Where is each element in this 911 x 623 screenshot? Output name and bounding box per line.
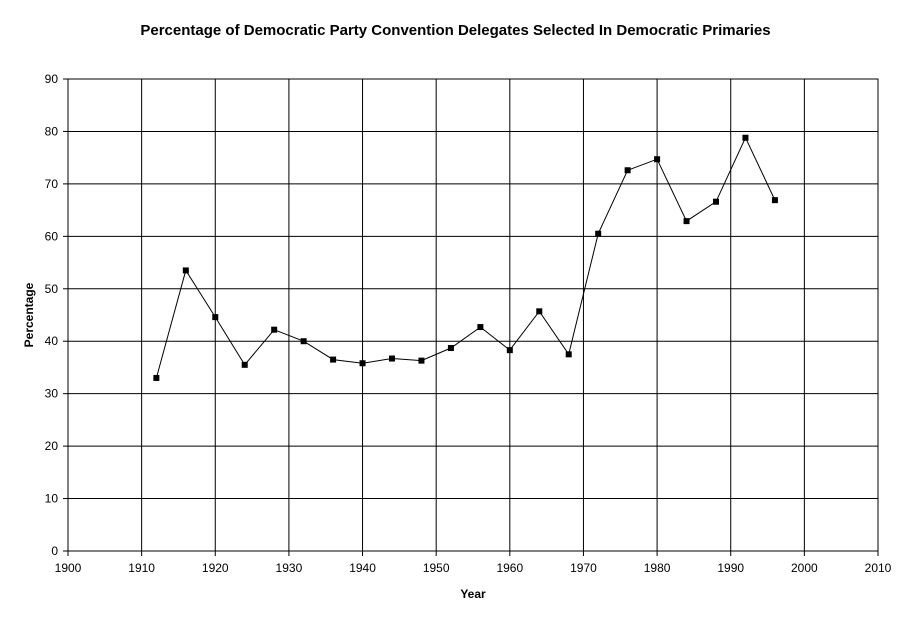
data-point-marker bbox=[654, 156, 661, 163]
y-tick-label: 10 bbox=[45, 492, 59, 506]
x-tick-label: 1940 bbox=[349, 561, 376, 575]
y-tick-label: 80 bbox=[45, 124, 59, 138]
x-tick-label: 1900 bbox=[55, 561, 82, 575]
plot-area-frame bbox=[67, 78, 879, 552]
y-tick-label: 60 bbox=[45, 229, 59, 243]
x-tick-label: 1960 bbox=[496, 561, 523, 575]
data-point-marker bbox=[241, 361, 248, 368]
y-tick-label: 70 bbox=[45, 177, 59, 191]
data-point-marker bbox=[565, 351, 572, 358]
data-point-marker bbox=[300, 338, 307, 345]
data-series bbox=[153, 134, 778, 381]
data-point-marker bbox=[389, 355, 395, 362]
data-point-marker bbox=[771, 197, 778, 204]
series-line bbox=[155, 136, 776, 379]
data-point-marker bbox=[683, 218, 690, 225]
x-tick-label: 2010 bbox=[865, 561, 892, 575]
axis-ticks bbox=[63, 78, 879, 556]
tick-labels: 1900 1910 1920 1930 1940 1950 1960 1970 1980 1990… bbox=[45, 72, 892, 575]
x-tick-label: 1970 bbox=[570, 561, 597, 575]
chart-title: Percentage of Democratic Party Conventio… bbox=[140, 22, 771, 39]
data-point-marker bbox=[477, 324, 484, 331]
y-tick-label: 90 bbox=[45, 72, 59, 86]
x-tick-label: 2000 bbox=[791, 561, 818, 575]
data-point-marker bbox=[153, 374, 160, 381]
data-point-marker bbox=[624, 167, 631, 174]
data-point-marker bbox=[182, 267, 189, 274]
data-point-marker bbox=[418, 357, 425, 364]
grid-lines bbox=[67, 78, 879, 552]
x-tick-label: 1910 bbox=[128, 561, 155, 575]
x-tick-label: 1990 bbox=[717, 561, 744, 575]
data-point-marker bbox=[359, 360, 366, 367]
x-axis-title: Year bbox=[460, 587, 486, 601]
x-tick-label: 1920 bbox=[202, 561, 229, 575]
data-point-marker bbox=[271, 326, 278, 333]
data-point-marker bbox=[536, 308, 543, 315]
data-point-marker bbox=[447, 345, 454, 352]
y-tick-label: 40 bbox=[45, 334, 59, 348]
x-tick-label: 1980 bbox=[644, 561, 671, 575]
data-point-marker bbox=[742, 134, 749, 141]
y-tick-label: 30 bbox=[45, 387, 59, 401]
data-point-marker bbox=[506, 347, 513, 354]
y-tick-label: 50 bbox=[45, 282, 59, 296]
data-point-marker bbox=[212, 314, 219, 321]
y-tick-label: 20 bbox=[45, 439, 59, 453]
x-tick-label: 1950 bbox=[423, 561, 450, 575]
y-axis-title: Percentage bbox=[22, 282, 36, 347]
x-tick-label: 1930 bbox=[276, 561, 303, 575]
data-point-marker bbox=[330, 356, 337, 363]
y-tick-label: 0 bbox=[51, 544, 58, 558]
data-point-marker bbox=[595, 230, 602, 237]
data-point-marker bbox=[713, 198, 719, 205]
